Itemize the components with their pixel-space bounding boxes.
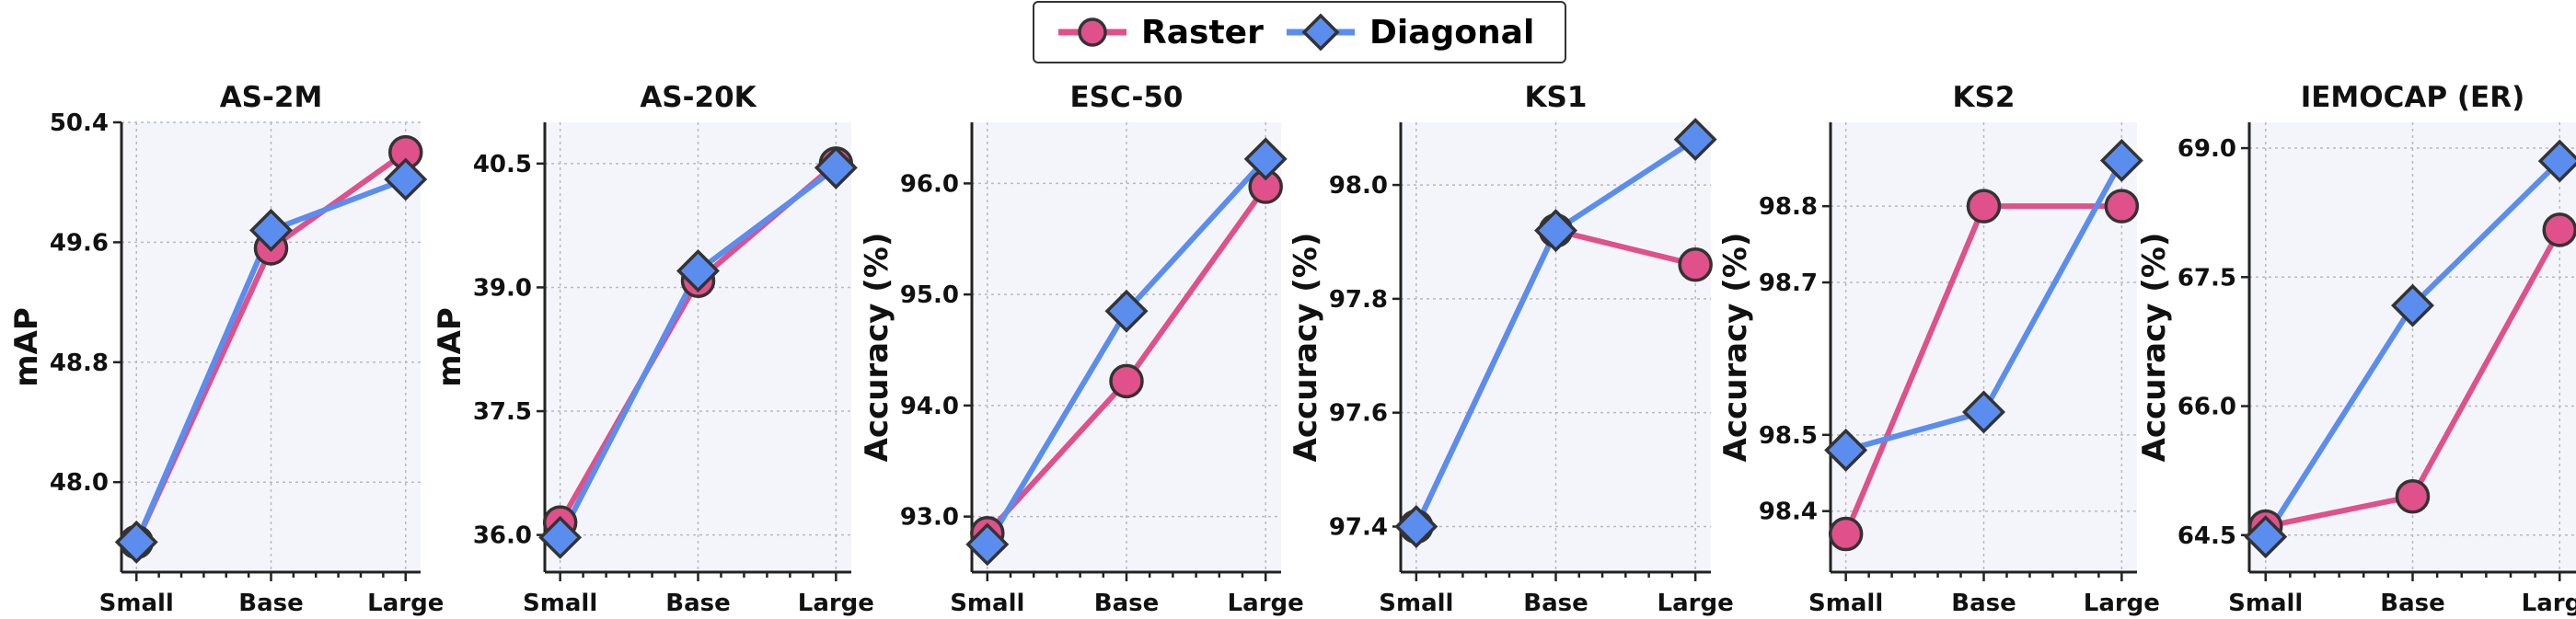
y-tick-label: 95.0 <box>900 281 959 309</box>
chart-title: AS-2M <box>220 81 323 114</box>
raster-legend-marker-icon <box>1058 17 1126 47</box>
chart-panel-3: 97.4 97.6 97.8 98.0 Small Base Large KS1 Accurac… <box>1288 81 1734 617</box>
data-point-diagonal <box>249 208 293 252</box>
y-tick-label: 37.5 <box>473 398 532 426</box>
x-tick-label: Base <box>2380 590 2444 617</box>
x-tick-label: Large <box>2084 590 2160 617</box>
x-tick-label: Large <box>2522 590 2576 617</box>
y-tick-label: 48.8 <box>50 350 109 377</box>
x-tick-label: Base <box>1094 590 1159 617</box>
y-tick-label: 69.0 <box>2177 135 2236 163</box>
data-point-diagonal <box>384 157 428 201</box>
legend: Raster Diagonal <box>1033 1 1566 63</box>
y-tick-label: 67.5 <box>2177 264 2236 292</box>
y-tick-label: 98.0 <box>1329 172 1388 200</box>
y-tick-label: 36.0 <box>473 522 532 550</box>
chart-panel-5: 64.5 66.0 67.5 69.0 Small Base Large IEMOCAP (E… <box>2136 81 2576 617</box>
data-point-diagonal <box>1104 289 1149 333</box>
x-tick-label: Small <box>1808 590 1883 617</box>
y-tick-label: 97.6 <box>1329 400 1388 428</box>
legend-item-raster: Raster <box>1057 3 1264 62</box>
y-tick-label: 96.0 <box>900 170 959 198</box>
y-tick-label: 97.4 <box>1329 513 1388 541</box>
data-point-raster <box>1966 189 2002 224</box>
x-tick-label: Small <box>2228 590 2303 617</box>
y-tick-label: 49.6 <box>50 229 109 257</box>
legend-label-raster: Raster <box>1141 13 1264 52</box>
y-axis-label: mAP <box>8 307 45 387</box>
x-tick-label: Small <box>523 590 597 617</box>
y-tick-label: 40.5 <box>473 151 532 178</box>
x-tick-label: Small <box>99 590 174 617</box>
data-point-raster <box>1828 516 1864 552</box>
chart-title: KS1 <box>1525 81 1588 114</box>
diagonal-legend-marker-icon <box>1287 13 1355 52</box>
data-point-raster <box>2395 478 2431 514</box>
data-point-diagonal <box>2537 139 2576 183</box>
y-axis-label: Accuracy (%) <box>1288 233 1324 463</box>
y-tick-label: 98.8 <box>1759 193 1818 221</box>
y-axis-label: Accuracy (%) <box>1717 233 1754 463</box>
y-tick-label: 97.8 <box>1329 286 1388 314</box>
x-tick-label: Small <box>1379 590 1453 617</box>
chart-title: AS-20K <box>640 81 757 114</box>
data-point-diagonal <box>2099 138 2143 182</box>
data-point-diagonal <box>538 515 583 559</box>
chart-title: ESC-50 <box>1070 81 1184 114</box>
chart-title: IEMOCAP (ER) <box>2301 81 2525 114</box>
x-tick-label: Large <box>1228 590 1304 617</box>
y-tick-label: 93.0 <box>900 504 959 532</box>
data-point-diagonal <box>2391 283 2434 327</box>
data-point-diagonal <box>114 520 158 564</box>
data-point-diagonal <box>2244 515 2288 559</box>
x-tick-label: Base <box>665 590 730 617</box>
legend-item-diagonal: Diagonal <box>1285 3 1534 62</box>
chart-panel-4: 98.4 98.5 98.7 98.8 Small Base Large KS2 Accurac… <box>1717 81 2160 617</box>
data-point-raster <box>2104 189 2140 224</box>
y-tick-label: 98.5 <box>1759 422 1818 450</box>
x-tick-label: Base <box>238 590 303 617</box>
y-tick-label: 50.4 <box>50 109 109 137</box>
x-tick-label: Small <box>950 590 1024 617</box>
data-point-diagonal <box>1962 390 2005 434</box>
data-point-diagonal <box>965 522 1010 567</box>
y-tick-label: 94.0 <box>900 393 959 420</box>
data-point-diagonal <box>1394 505 1438 548</box>
legend-label-diagonal: Diagonal <box>1369 13 1535 52</box>
chart-title: KS2 <box>1953 81 2016 114</box>
y-tick-label: 98.4 <box>1759 499 1818 526</box>
x-tick-label: Base <box>1523 590 1588 617</box>
x-tick-label: Large <box>367 590 444 617</box>
x-tick-label: Large <box>1658 590 1734 617</box>
y-tick-label: 39.0 <box>473 274 532 302</box>
data-point-raster <box>1678 246 1713 282</box>
data-point-diagonal <box>1673 118 1717 162</box>
x-tick-label: Large <box>798 590 874 617</box>
y-tick-label: 66.0 <box>2177 394 2236 421</box>
y-tick-label: 98.7 <box>1759 269 1818 297</box>
y-axis-label: Accuracy (%) <box>859 233 895 463</box>
data-point-diagonal <box>814 145 858 189</box>
data-point-diagonal <box>1534 209 1577 253</box>
chart-panel-2: 93.0 94.0 95.0 96.0 Small Base Large ESC-50 Accu… <box>859 81 1304 617</box>
data-point-diagonal <box>676 249 720 292</box>
chart-panel-0: 48.0 48.8 49.6 50.4 Small Base Large AS-2M mAP <box>8 81 444 617</box>
y-axis-label: Accuracy (%) <box>2136 233 2173 463</box>
y-axis-label: mAP <box>432 307 468 387</box>
data-point-raster <box>1109 363 1144 399</box>
data-point-diagonal <box>1824 428 1868 472</box>
data-point-diagonal <box>1243 137 1288 181</box>
y-tick-label: 64.5 <box>2177 522 2236 550</box>
data-point-raster <box>2542 212 2576 247</box>
y-tick-label: 48.0 <box>50 469 109 497</box>
x-tick-label: Base <box>1951 590 2016 617</box>
chart-panel-1: 36.0 37.5 39.0 40.5 Small Base Large AS-20K mAP <box>432 81 874 617</box>
